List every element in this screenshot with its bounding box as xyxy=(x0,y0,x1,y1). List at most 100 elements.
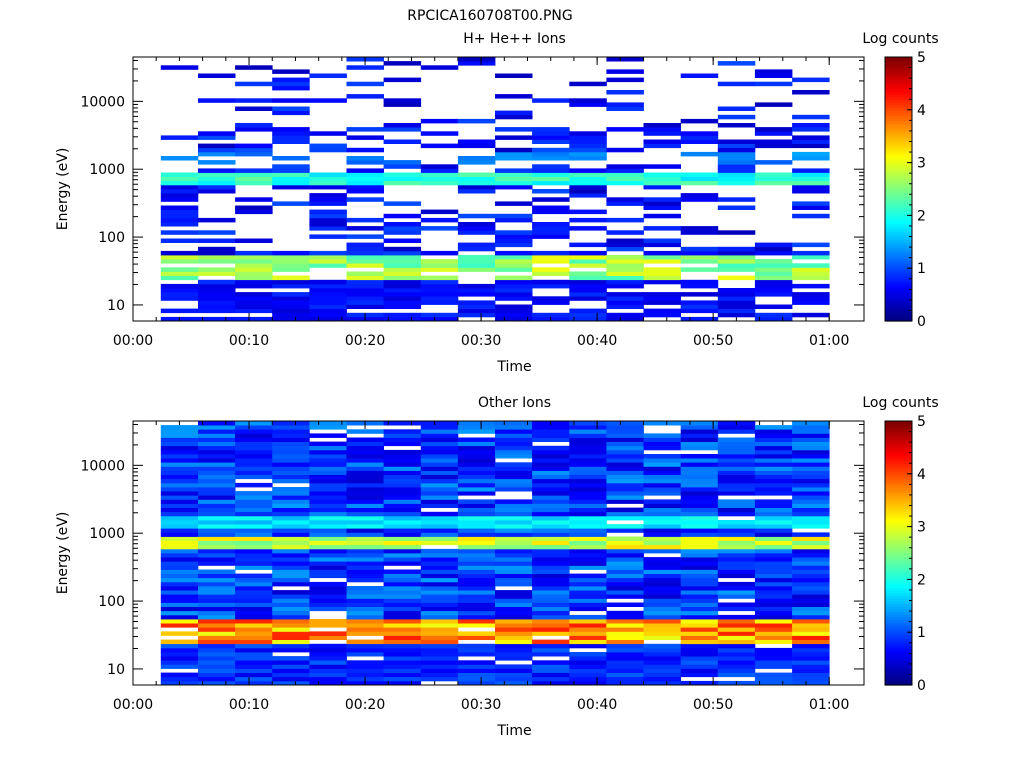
heatmap-cell xyxy=(643,532,681,537)
colorbar-segment xyxy=(885,674,912,678)
heatmap-cell xyxy=(457,421,496,426)
heatmap-cell xyxy=(532,503,570,508)
heatmap-cell xyxy=(717,491,756,496)
colorbar-segment xyxy=(885,59,912,63)
heatmap-cell xyxy=(160,602,199,607)
heatmap-cell xyxy=(383,507,422,513)
heatmap-cell xyxy=(420,433,459,438)
heatmap-cell xyxy=(717,462,756,467)
heatmap-cell xyxy=(792,151,830,157)
heatmap-cell xyxy=(754,259,793,264)
heatmap-cell xyxy=(235,458,273,463)
heatmap-cell xyxy=(235,151,273,157)
heatmap-cell xyxy=(383,441,422,447)
heatmap-cell xyxy=(532,197,570,202)
heatmap-cell xyxy=(198,491,236,496)
heatmap-cell xyxy=(569,598,607,603)
heatmap-cell xyxy=(717,143,756,149)
heatmap-cell xyxy=(160,565,199,570)
heatmap-cell xyxy=(383,598,422,603)
heatmap-cell xyxy=(606,540,644,546)
heatmap-cell xyxy=(420,429,459,434)
heatmap-cell xyxy=(569,143,607,149)
heatmap-cell xyxy=(680,304,719,309)
heatmap-cell xyxy=(457,581,496,587)
heatmap-cell xyxy=(198,217,236,223)
heatmap-cell xyxy=(346,540,384,546)
heatmap-cell xyxy=(495,635,533,640)
heatmap-cell xyxy=(754,267,793,272)
heatmap-cell xyxy=(420,226,459,231)
heatmap-cell xyxy=(495,474,533,480)
heatmap-cell xyxy=(160,267,199,272)
heatmap-cell xyxy=(457,614,496,620)
heatmap-cell xyxy=(643,143,681,149)
heatmap-cell xyxy=(680,598,719,603)
heatmap-cell xyxy=(420,283,459,289)
colorbar-segment xyxy=(885,136,912,140)
heatmap-cell xyxy=(643,197,681,202)
heatmap-cell xyxy=(272,267,310,272)
heatmap-cell xyxy=(383,680,422,686)
heatmap-cell xyxy=(643,635,681,640)
heatmap-cell xyxy=(680,643,719,649)
colorbar-segment xyxy=(885,629,912,633)
heatmap-cell xyxy=(792,143,830,149)
heatmap-cell xyxy=(346,470,384,475)
heatmap-cell xyxy=(680,255,719,260)
heatmap-cell xyxy=(606,316,644,322)
heatmap-cell xyxy=(383,656,422,661)
heatmap-cell xyxy=(198,151,236,157)
heatmap-cell xyxy=(420,614,459,620)
colorbar-segment xyxy=(885,603,912,607)
colorbar-segment xyxy=(885,516,912,520)
x-tick-label: 00:20 xyxy=(345,333,385,349)
heatmap-cell xyxy=(383,487,422,492)
heatmap-cell xyxy=(717,304,756,309)
heatmap-cell xyxy=(160,466,199,471)
heatmap-cell xyxy=(717,511,756,517)
heatmap-cell xyxy=(792,201,830,206)
heatmap-cell xyxy=(569,454,607,459)
heatmap-cell xyxy=(160,676,199,682)
heatmap-cell xyxy=(680,540,719,546)
heatmap-cell xyxy=(198,614,236,620)
heatmap-cell xyxy=(235,267,273,272)
heatmap-cell xyxy=(160,528,199,533)
heatmap-cell xyxy=(346,487,384,492)
heatmap-cell xyxy=(457,577,496,583)
heatmap-cell xyxy=(717,487,756,492)
heatmap-cell xyxy=(420,586,459,591)
heatmap-cell xyxy=(235,553,273,558)
heatmap-cell xyxy=(235,528,273,533)
heatmap-cell xyxy=(532,557,570,562)
heatmap-cell xyxy=(346,234,384,239)
heatmap-cell xyxy=(235,304,273,309)
heatmap-cell xyxy=(272,528,310,533)
colorbar-segment xyxy=(885,241,912,246)
heatmap-cell xyxy=(495,213,533,219)
heatmap-cell xyxy=(495,503,533,508)
heatmap-cell xyxy=(754,127,793,132)
heatmap-cell xyxy=(754,491,793,496)
heatmap-cell xyxy=(346,168,384,173)
heatmap-cell xyxy=(198,292,236,297)
heatmap-cell xyxy=(495,184,533,190)
heatmap-cell xyxy=(532,429,570,434)
heatmap-cell xyxy=(272,631,310,636)
heatmap-cell xyxy=(495,520,533,525)
heatmap-cell xyxy=(235,581,273,587)
heatmap-cell xyxy=(198,590,236,595)
heatmap-cell xyxy=(457,454,496,459)
heatmap-cell xyxy=(606,230,644,235)
heatmap-cell xyxy=(754,553,793,558)
heatmap-cell xyxy=(606,102,644,107)
heatmap-cell xyxy=(495,602,533,607)
heatmap-cell xyxy=(235,172,273,177)
heatmap-cell xyxy=(569,131,607,136)
heatmap-cell xyxy=(569,586,607,591)
heatmap-cell xyxy=(717,300,756,305)
heatmap-cell xyxy=(383,652,422,657)
x-tick-label: 00:50 xyxy=(693,333,733,349)
heatmap-cell xyxy=(198,561,236,566)
